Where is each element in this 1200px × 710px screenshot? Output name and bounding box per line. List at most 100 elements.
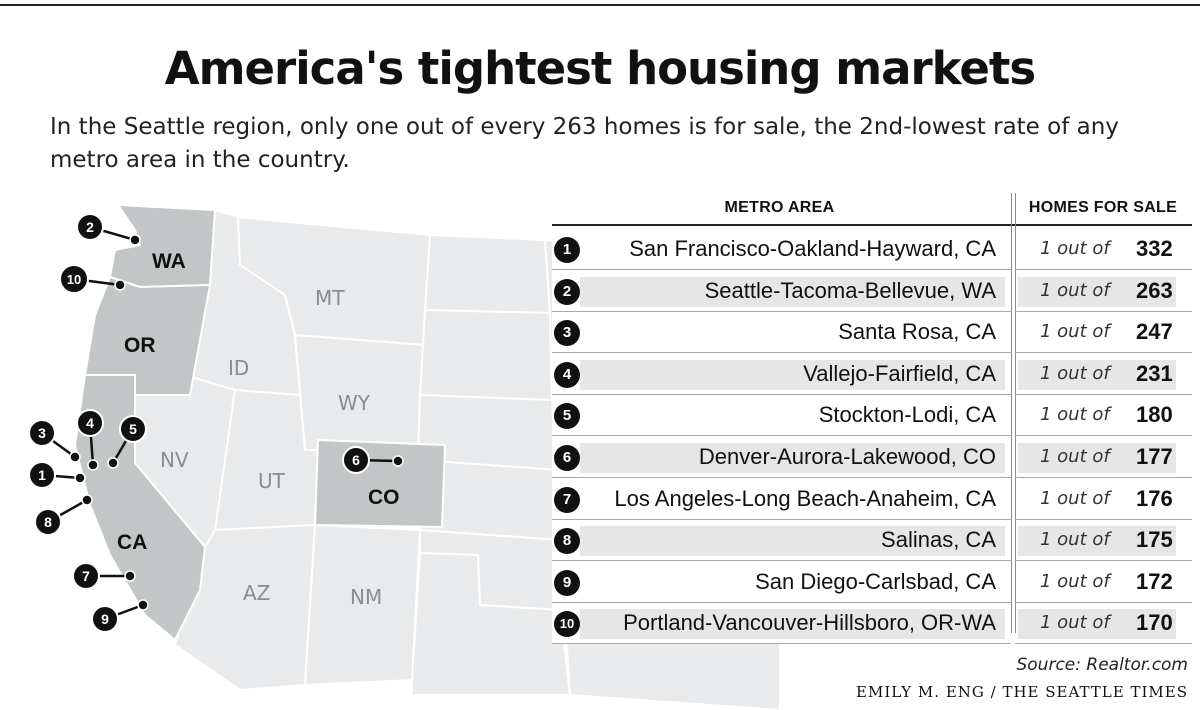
label-nv: NV [160,448,189,472]
row-rule-value [1015,477,1192,478]
row-rule-value [1015,352,1192,354]
ratio-value: 231 [1136,360,1173,386]
state-wa [108,203,217,289]
row-shade [580,609,1005,640]
metro-name: Vallejo-Fairfield, CA [803,360,996,386]
label-wa: WA [152,250,186,273]
svg-text:5: 5 [129,421,137,437]
state-sd [418,308,554,402]
table-row: 3 Santa Rosa, CA 1 out of 247 [552,312,1192,354]
marker-2: 2 [76,213,141,246]
state-co [313,438,447,529]
marker-10: 10 [59,264,126,294]
metro-name: Santa Rosa, CA [838,319,996,345]
state-or [83,275,212,396]
ratio-value: 332 [1136,236,1173,261]
ratio-prefix: 1 out of [1040,279,1110,301]
marker-3: 3 [28,419,81,463]
rank-badge: 3 [554,320,580,347]
table-row: 6 Denver-Aurora-Lakewood, CO 1 out of 177 [552,437,1192,478]
ratio-prefix: 1 out of [1040,404,1110,426]
ratio-prefix: 1 out of [1040,529,1110,551]
row-shade [580,443,1005,473]
metro-name: Seattle-Tacoma-Bellevue, WA [704,277,996,303]
rank-badge: 8 [554,528,580,555]
row-rule-value [1015,393,1192,395]
metro-name: Los Angeles-Long Beach-Anaheim, CA [614,485,996,511]
row-shade-value [1018,609,1176,640]
header-metro-area: METRO AREA [724,199,835,216]
metro-name: Stockton-Lodi, CA [818,402,996,428]
row-rule [552,393,1011,395]
table-row: 9 San Diego-Carlsbad, CA 1 out of 172 [552,562,1192,603]
source-note: Source: Realtor.com [1016,655,1188,675]
ratio-prefix: 1 out of [1040,321,1110,343]
label-id: ID [228,356,249,380]
credit-line: EMILY M. ENG / THE SEATTLE TIMES [856,683,1188,701]
row-rule-value [1015,560,1192,562]
label-wy: WY [338,391,371,415]
rank-badge: 5 [554,403,580,430]
row-rule-value [1015,269,1192,270]
svg-text:9: 9 [101,611,109,627]
marker-7: 7 [72,562,136,590]
svg-text:1: 1 [38,467,46,483]
row-rule [552,560,1011,562]
rank-badge: 7 [554,486,580,513]
table-row: 2 Seattle-Tacoma-Bellevue, WA 1 out of 263 [552,271,1192,312]
marker-1: 1 [28,461,86,489]
ratio-prefix: 1 out of [1040,612,1110,634]
row-rule [552,643,1011,645]
ratio-value: 172 [1136,568,1173,594]
svg-text:4: 4 [86,415,94,431]
rank-badge: 10 [554,611,580,638]
metro-name: Denver-Aurora-Lakewood, CO [698,444,996,469]
svg-text:6: 6 [352,452,360,468]
row-rule-value [1015,601,1192,603]
row-rule [552,518,1011,520]
row-rule [552,269,1011,270]
rank-badge: 9 [554,569,580,596]
page-subtitle: In the Seattle region, only one out of e… [50,114,1119,173]
state-tx [411,551,572,696]
label-ut: UT [258,469,286,493]
svg-text:10: 10 [67,272,81,287]
row-shade [580,359,1005,390]
label-az: AZ [243,581,270,605]
marker-5: 5 [107,415,147,469]
table-row: 1 San Francisco-Oakland-Hayward, CA 1 out … [552,229,1192,270]
ratio-value: 176 [1136,485,1173,511]
ratio-value: 180 [1136,402,1173,428]
rank-badge: 2 [554,278,580,305]
label-mt: MT [315,286,345,310]
row-rule-value [1015,310,1192,312]
ratio-prefix: 1 out of [1040,362,1110,384]
label-ca: CA [117,531,147,554]
label-nm: NM [350,585,382,609]
ratio-value: 263 [1136,277,1173,303]
header-homes-for-sale: HOMES FOR SALE [1028,199,1178,216]
table-row: 7 Los Angeles-Long Beach-Anaheim, CA 1 out… [552,479,1192,520]
row-rule [552,435,1011,437]
row-rule [552,352,1011,354]
label-co: CO [368,486,400,509]
row-shade [580,276,1005,307]
row-shade-value [1018,443,1176,473]
ratio-value: 247 [1136,319,1173,345]
column-divider-inner [1015,193,1016,633]
svg-text:7: 7 [82,568,90,584]
svg-text:8: 8 [44,514,52,530]
row-rule [552,477,1011,478]
marker-6: 6 [342,446,404,474]
metro-name: Salinas, CA [881,527,996,553]
row-shade [580,526,1005,557]
row-rule-value [1015,435,1192,437]
ratio-value: 177 [1136,444,1173,469]
row-shade-value [1018,359,1176,390]
row-rule [552,310,1011,312]
ratio-prefix: 1 out of [1040,570,1110,592]
row-rule-value [1015,643,1192,645]
table-row: 10 Portland-Vancouver-Hillsboro, OR-WA 1 o… [552,603,1192,645]
row-shade-value [1018,276,1176,307]
state-nd [423,233,552,315]
